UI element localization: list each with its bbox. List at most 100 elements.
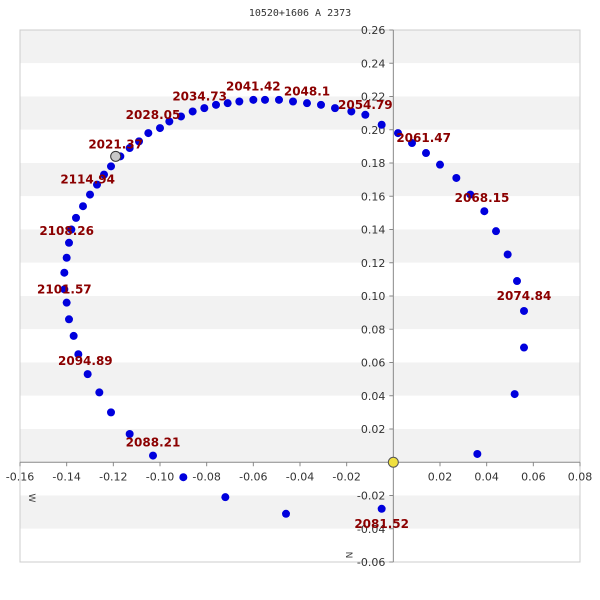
epoch-label: 2068.15 bbox=[455, 191, 510, 205]
x-tick-label: 0.04 bbox=[474, 470, 499, 483]
grid-band bbox=[20, 362, 580, 396]
epoch-label: 2074.84 bbox=[497, 289, 552, 303]
x-tick-label: -0.02 bbox=[332, 470, 360, 483]
data-point bbox=[125, 144, 134, 153]
epoch-label: 2061.47 bbox=[396, 131, 451, 145]
data-point bbox=[79, 202, 87, 211]
data-point bbox=[83, 370, 92, 379]
data-point bbox=[361, 110, 370, 119]
y-tick-label: 0.18 bbox=[361, 157, 386, 170]
data-point bbox=[144, 129, 153, 138]
y-axis-label: N bbox=[343, 552, 353, 559]
data-point bbox=[510, 390, 519, 399]
data-point bbox=[492, 227, 500, 236]
grid-band bbox=[20, 462, 580, 496]
data-point bbox=[200, 104, 209, 113]
epoch-label: 2114.94 bbox=[60, 173, 115, 187]
data-point bbox=[86, 190, 94, 199]
epoch-label: 2054.79 bbox=[338, 98, 393, 112]
data-point bbox=[125, 429, 134, 438]
primary-star-marker bbox=[387, 456, 399, 468]
data-point bbox=[177, 112, 185, 121]
data-point bbox=[331, 104, 339, 113]
data-point bbox=[347, 107, 356, 116]
grid-band bbox=[20, 262, 580, 296]
y-tick-labels: -0.06 -0.04 -0.02 0.02 0.04 0.06 0.08 0.10 0.12 0… bbox=[357, 24, 394, 569]
data-point bbox=[394, 129, 402, 138]
data-point bbox=[223, 99, 232, 108]
data-point bbox=[408, 139, 416, 148]
data-point bbox=[60, 268, 69, 277]
data-point bbox=[466, 190, 475, 199]
data-point bbox=[235, 97, 244, 106]
data-point bbox=[275, 95, 283, 104]
grid-band bbox=[20, 395, 580, 429]
chart-title: 10520+1606 A 2373 bbox=[249, 8, 351, 19]
x-tick-label: -0.06 bbox=[239, 470, 267, 483]
data-point bbox=[436, 160, 444, 169]
x-tick-label: 0.08 bbox=[568, 470, 593, 483]
grid-band bbox=[20, 229, 580, 263]
epoch-label: 2081.52 bbox=[354, 517, 409, 531]
y-tick-label: -0.06 bbox=[357, 556, 385, 569]
y-tick-label: 0.16 bbox=[361, 190, 386, 203]
data-point bbox=[282, 509, 290, 518]
data-point bbox=[72, 213, 80, 222]
grid-bands bbox=[20, 30, 580, 562]
data-point bbox=[165, 117, 174, 126]
epoch-label: 2034.73 bbox=[172, 90, 227, 104]
y-tick-label: 0.14 bbox=[361, 224, 386, 237]
data-point bbox=[289, 97, 297, 106]
grid-band bbox=[20, 30, 580, 64]
y-tick-label: 0.24 bbox=[361, 57, 386, 70]
data-point bbox=[249, 95, 258, 104]
data-point bbox=[135, 137, 143, 146]
data-points bbox=[60, 95, 528, 518]
x-axis-label: W bbox=[26, 494, 36, 503]
x-tick-label: 0.06 bbox=[521, 470, 546, 483]
data-point bbox=[317, 100, 325, 109]
x-tick-label: -0.14 bbox=[52, 470, 80, 483]
grid-band bbox=[20, 63, 580, 97]
data-point bbox=[69, 331, 78, 340]
data-point bbox=[65, 238, 73, 247]
data-point bbox=[212, 100, 220, 109]
epoch-labels: 2061.47 2068.15 2074.84 2081.52 2088.21 2094.… bbox=[37, 80, 551, 531]
data-point bbox=[149, 451, 157, 460]
y-tick-label: 0.06 bbox=[361, 357, 386, 370]
data-point bbox=[188, 107, 197, 116]
data-point bbox=[156, 124, 164, 133]
special-markers bbox=[110, 150, 399, 468]
data-point bbox=[473, 449, 482, 458]
epoch-label: 2101.57 bbox=[37, 282, 92, 296]
data-point bbox=[261, 95, 269, 104]
grid-band bbox=[20, 96, 580, 130]
y-tick-label: 0.22 bbox=[361, 91, 386, 104]
y-tick-label: 0.02 bbox=[361, 423, 386, 436]
epoch-label: 2088.21 bbox=[126, 435, 181, 449]
y-tick-label: 0.04 bbox=[361, 390, 386, 403]
data-point bbox=[513, 277, 521, 286]
epoch-label: 2048.1 bbox=[284, 85, 330, 99]
data-point bbox=[452, 173, 461, 182]
y-tick-label: -0.04 bbox=[357, 523, 385, 536]
epoch-label: 2028.05 bbox=[126, 108, 181, 122]
epoch-label: 2108.26 bbox=[39, 224, 94, 238]
y-tick-label: 0.10 bbox=[361, 290, 386, 303]
grid-band bbox=[20, 429, 580, 463]
x-tick-labels: -0.16 -0.14 -0.12 -0.10 -0.08 -0.06 -0.04 -0.02… bbox=[6, 462, 592, 483]
data-point bbox=[520, 343, 528, 352]
y-tick-label: 0.08 bbox=[361, 323, 386, 336]
data-point bbox=[93, 180, 101, 189]
y-tick-label: -0.02 bbox=[357, 490, 385, 503]
data-point bbox=[377, 504, 386, 513]
data-point bbox=[95, 388, 104, 397]
grid-band bbox=[20, 495, 580, 529]
data-point bbox=[422, 149, 430, 158]
data-point bbox=[100, 170, 108, 179]
data-point bbox=[303, 99, 311, 108]
y-tick-label: 0.26 bbox=[361, 24, 386, 37]
data-point bbox=[503, 250, 512, 259]
plot-frame bbox=[19, 29, 581, 563]
x-tick-label: -0.16 bbox=[6, 470, 34, 483]
